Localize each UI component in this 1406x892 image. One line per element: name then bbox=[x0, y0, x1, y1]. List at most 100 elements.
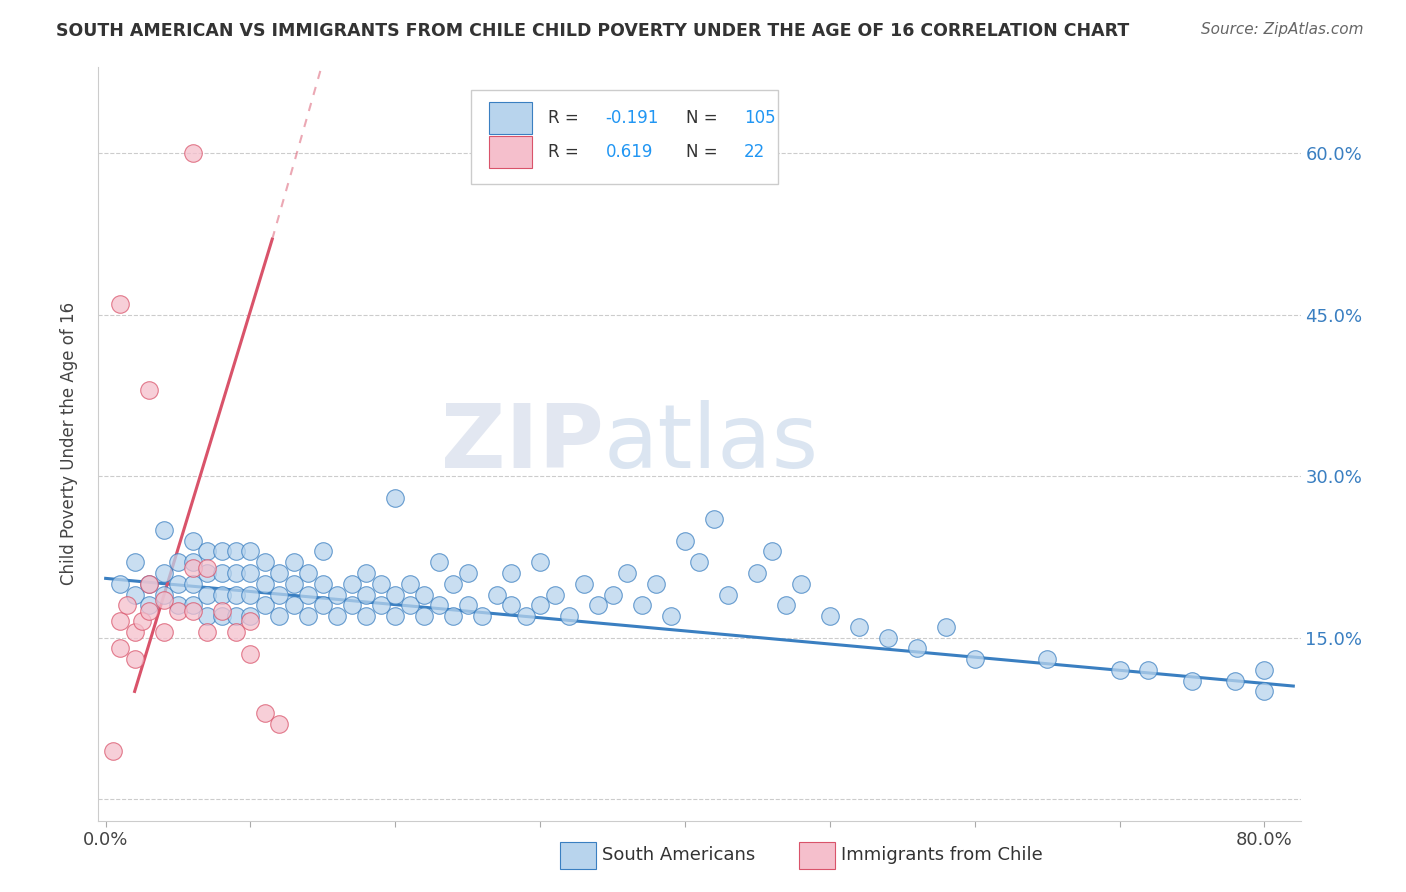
Text: 22: 22 bbox=[744, 143, 765, 161]
Point bbox=[253, 576, 276, 591]
Text: 105: 105 bbox=[744, 109, 776, 128]
Point bbox=[963, 652, 986, 666]
Point bbox=[384, 609, 406, 624]
Point bbox=[195, 609, 218, 624]
Point bbox=[340, 599, 363, 613]
Point bbox=[181, 533, 204, 548]
Point bbox=[356, 588, 378, 602]
Point bbox=[283, 555, 305, 569]
Point bbox=[195, 588, 218, 602]
Point bbox=[138, 383, 160, 397]
Point bbox=[935, 620, 957, 634]
Point bbox=[457, 599, 479, 613]
Point bbox=[413, 588, 436, 602]
Point bbox=[138, 604, 160, 618]
Point bbox=[101, 744, 124, 758]
FancyBboxPatch shape bbox=[471, 89, 778, 184]
Point bbox=[152, 588, 174, 602]
Point bbox=[1181, 673, 1204, 688]
Point bbox=[195, 544, 218, 558]
Point bbox=[529, 599, 551, 613]
Point bbox=[269, 716, 291, 731]
Point bbox=[253, 599, 276, 613]
Point bbox=[225, 544, 247, 558]
Point bbox=[131, 615, 153, 629]
Text: ZIP: ZIP bbox=[440, 401, 603, 487]
Point bbox=[312, 576, 335, 591]
Point bbox=[572, 576, 595, 591]
Point bbox=[181, 599, 204, 613]
Point bbox=[239, 609, 262, 624]
Point bbox=[543, 588, 565, 602]
Point bbox=[269, 609, 291, 624]
Point bbox=[108, 576, 131, 591]
Point bbox=[717, 588, 740, 602]
Point bbox=[761, 544, 783, 558]
Point bbox=[398, 576, 420, 591]
Point bbox=[558, 609, 581, 624]
Point bbox=[818, 609, 841, 624]
Point bbox=[269, 588, 291, 602]
Point bbox=[457, 566, 479, 580]
Point bbox=[283, 576, 305, 591]
Point bbox=[167, 576, 190, 591]
Point bbox=[688, 555, 710, 569]
Text: Source: ZipAtlas.com: Source: ZipAtlas.com bbox=[1201, 22, 1364, 37]
Point bbox=[485, 588, 508, 602]
Point bbox=[297, 566, 319, 580]
Point bbox=[586, 599, 609, 613]
Point bbox=[1036, 652, 1059, 666]
Point bbox=[152, 566, 174, 580]
Y-axis label: Child Poverty Under the Age of 16: Child Poverty Under the Age of 16 bbox=[59, 302, 77, 585]
Text: N =: N = bbox=[686, 109, 723, 128]
Point bbox=[211, 604, 233, 618]
Point bbox=[225, 566, 247, 580]
Point bbox=[427, 555, 450, 569]
Text: South Americans: South Americans bbox=[602, 847, 755, 864]
Point bbox=[108, 297, 131, 311]
Text: 0.619: 0.619 bbox=[606, 143, 654, 161]
Point bbox=[124, 652, 146, 666]
Point bbox=[326, 609, 349, 624]
Point bbox=[239, 588, 262, 602]
Point bbox=[1137, 663, 1160, 677]
Point bbox=[181, 555, 204, 569]
Point bbox=[211, 566, 233, 580]
Text: SOUTH AMERICAN VS IMMIGRANTS FROM CHILE CHILD POVERTY UNDER THE AGE OF 16 CORREL: SOUTH AMERICAN VS IMMIGRANTS FROM CHILE … bbox=[56, 22, 1129, 40]
Point bbox=[1108, 663, 1130, 677]
Point bbox=[239, 544, 262, 558]
Point bbox=[501, 599, 523, 613]
Text: R =: R = bbox=[548, 109, 583, 128]
Point bbox=[124, 555, 146, 569]
Point bbox=[138, 599, 160, 613]
Point bbox=[195, 625, 218, 640]
Point bbox=[297, 609, 319, 624]
Point bbox=[195, 566, 218, 580]
Point bbox=[225, 625, 247, 640]
Point bbox=[124, 625, 146, 640]
Point bbox=[167, 604, 190, 618]
Point bbox=[297, 588, 319, 602]
Point bbox=[1225, 673, 1247, 688]
Point bbox=[152, 593, 174, 607]
Point bbox=[181, 604, 204, 618]
Point bbox=[283, 599, 305, 613]
Point bbox=[501, 566, 523, 580]
Point bbox=[471, 609, 494, 624]
Text: atlas: atlas bbox=[603, 401, 818, 487]
Point bbox=[370, 599, 392, 613]
Point bbox=[529, 555, 551, 569]
Point bbox=[239, 566, 262, 580]
Point bbox=[326, 588, 349, 602]
Point bbox=[167, 555, 190, 569]
Text: N =: N = bbox=[686, 143, 723, 161]
Point bbox=[181, 560, 204, 574]
Point bbox=[602, 588, 624, 602]
FancyBboxPatch shape bbox=[489, 136, 533, 168]
Point bbox=[211, 544, 233, 558]
Point bbox=[269, 566, 291, 580]
Point bbox=[876, 631, 898, 645]
Point bbox=[117, 599, 139, 613]
Point bbox=[138, 576, 160, 591]
Point bbox=[225, 588, 247, 602]
